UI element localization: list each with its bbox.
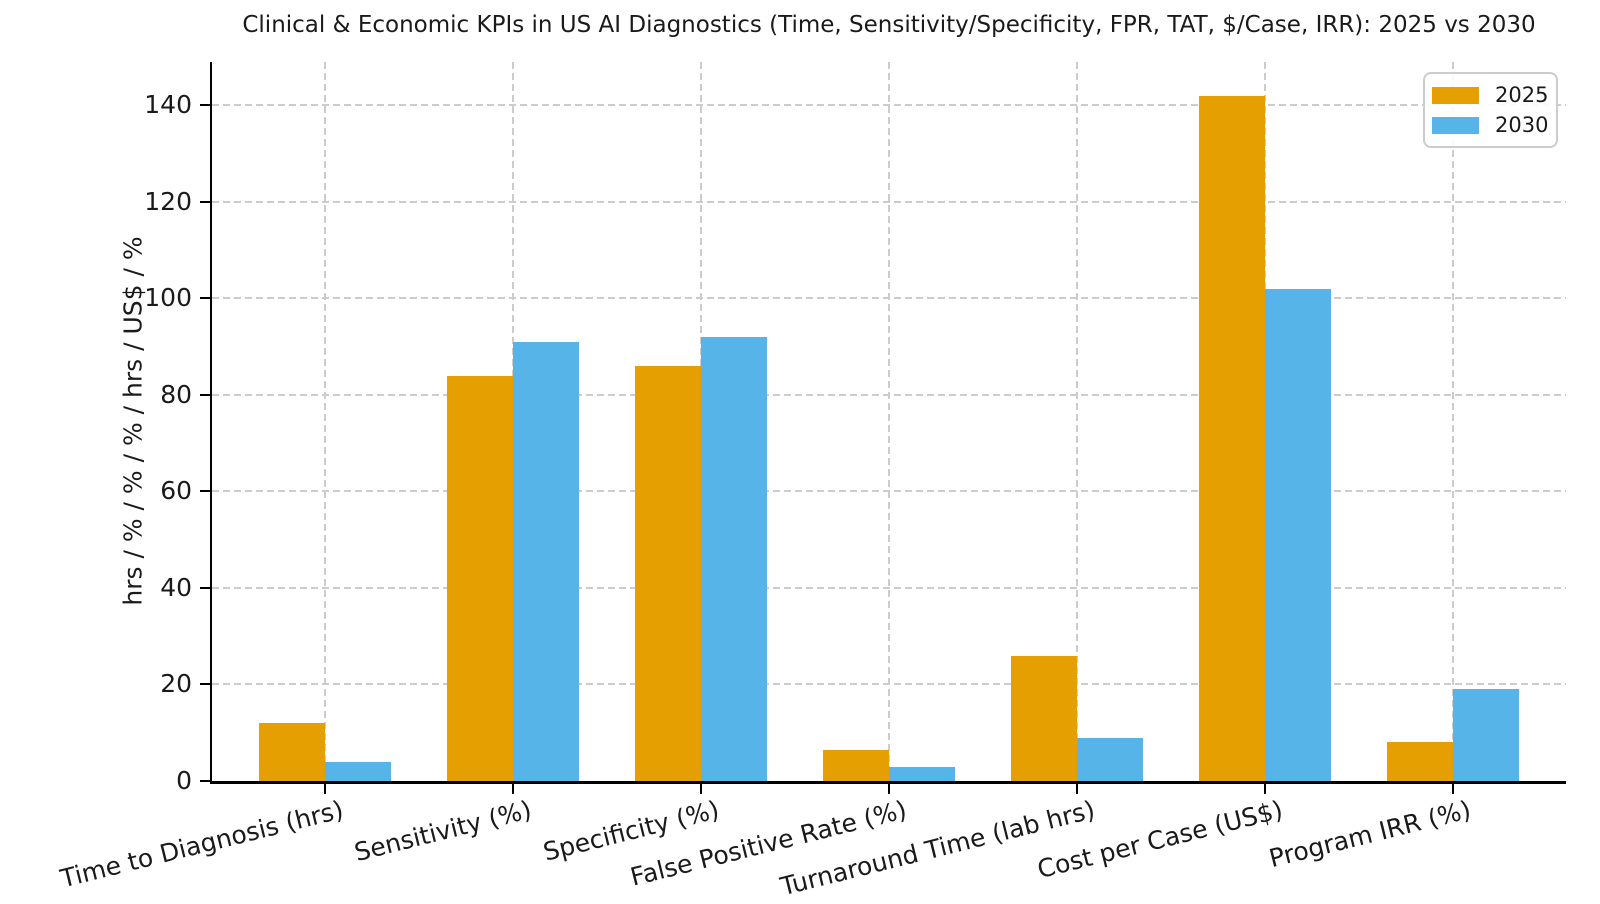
y-tick-mark xyxy=(200,200,210,203)
legend-item-2025: 2025 xyxy=(1432,83,1548,107)
y-axis-spine xyxy=(210,62,212,784)
bar-2030-4 xyxy=(889,766,955,781)
bar-2025-3 xyxy=(635,366,701,781)
legend-swatch-2030 xyxy=(1432,116,1479,134)
y-tick-label: 0 xyxy=(176,766,192,795)
bar-2030-7 xyxy=(1453,689,1519,781)
bar-2030-5 xyxy=(1077,737,1143,781)
bar-2025-6 xyxy=(1199,95,1265,781)
y-tick-mark xyxy=(200,393,210,396)
legend-item-2030: 2030 xyxy=(1432,113,1548,137)
y-tick-mark xyxy=(200,780,210,782)
x-tick-label: Turnaround Time (lab hrs) xyxy=(777,795,1099,902)
x-tick-mark xyxy=(700,784,702,794)
legend: 2025 2030 xyxy=(1423,72,1558,148)
y-tick-label: 80 xyxy=(160,379,192,409)
bar-2030-6 xyxy=(1265,288,1331,781)
gridline-vertical xyxy=(888,62,890,781)
x-tick-mark xyxy=(1452,784,1454,794)
bar-2025-4 xyxy=(823,749,889,781)
legend-swatch-2025 xyxy=(1432,86,1479,104)
gridline-vertical xyxy=(1076,62,1078,781)
y-tick-label: 20 xyxy=(160,669,192,699)
x-tick-mark xyxy=(324,784,326,794)
y-tick-label: 60 xyxy=(160,476,192,506)
y-tick-label: 140 xyxy=(144,90,192,120)
y-tick-mark xyxy=(200,490,210,493)
x-tick-mark xyxy=(888,784,890,794)
y-tick-mark xyxy=(200,586,210,589)
x-tick-label: Sensitivity (%) xyxy=(351,795,535,868)
bar-2025-2 xyxy=(447,375,513,781)
x-tick-label: Program IRR (%) xyxy=(1266,795,1475,874)
y-tick-label: 100 xyxy=(144,283,192,313)
x-tick-mark xyxy=(512,784,514,794)
x-tick-mark xyxy=(1076,784,1078,794)
y-tick-mark xyxy=(200,683,210,686)
y-tick-mark xyxy=(200,297,210,300)
gridline-vertical xyxy=(324,62,326,781)
x-tick-label: Time to Diagnosis (hrs) xyxy=(57,795,347,894)
bar-2030-2 xyxy=(513,341,579,781)
legend-label-2030: 2030 xyxy=(1495,113,1549,137)
bar-2030-1 xyxy=(325,761,391,781)
y-tick-label: 40 xyxy=(160,572,192,602)
chart-title: Clinical & Economic KPIs in US AI Diagno… xyxy=(242,12,1536,38)
legend-label-2025: 2025 xyxy=(1495,83,1549,107)
bar-2025-7 xyxy=(1387,742,1453,781)
bar-2025-5 xyxy=(1011,655,1077,781)
bar-2030-3 xyxy=(701,337,767,781)
y-tick-mark xyxy=(200,104,210,107)
bar-2025-1 xyxy=(259,723,325,781)
x-axis-spine xyxy=(210,781,1566,784)
gridline-vertical xyxy=(1452,62,1454,781)
x-tick-mark xyxy=(1264,784,1266,794)
y-tick-label: 120 xyxy=(144,186,192,216)
